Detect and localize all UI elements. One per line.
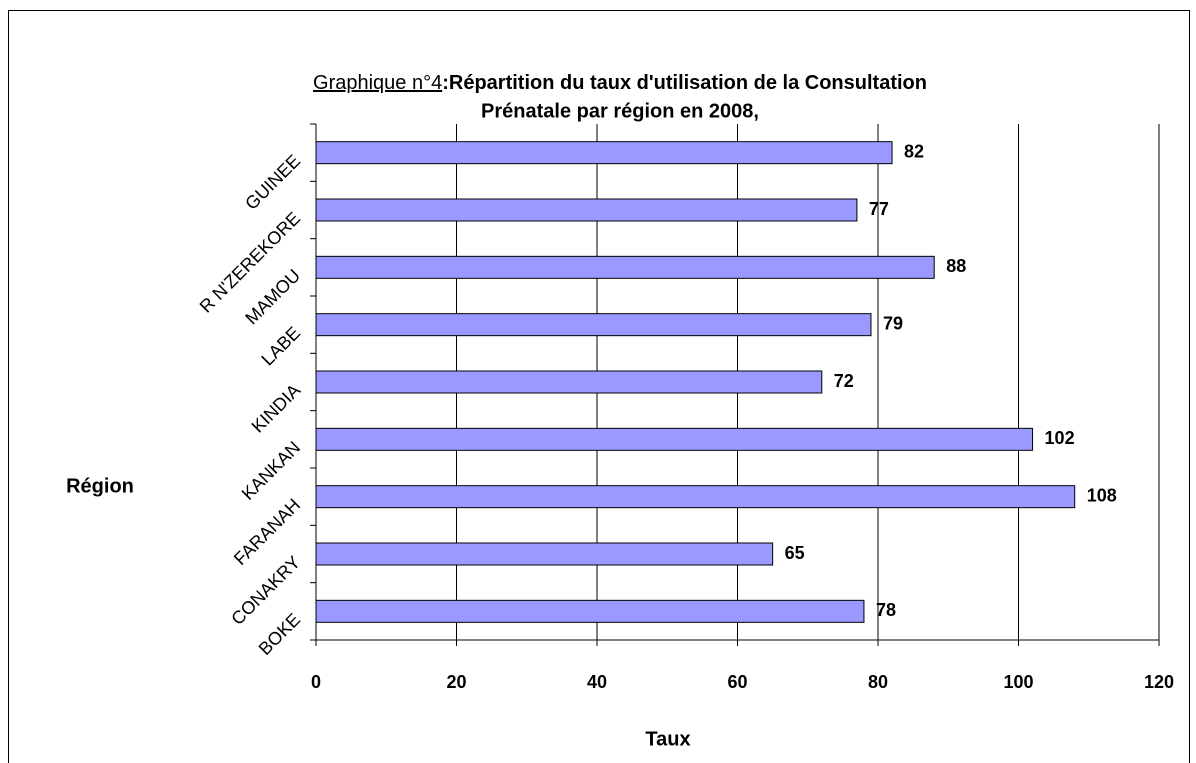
x-axis-label: Taux xyxy=(645,728,690,750)
bar xyxy=(315,427,1034,451)
data-label: 102 xyxy=(1045,428,1075,448)
x-tick-label: 120 xyxy=(1144,672,1174,692)
chart-title: Prénatale par région en 2008, xyxy=(481,100,759,122)
data-label: 88 xyxy=(946,256,966,276)
x-tick-label: 0 xyxy=(311,672,321,692)
x-tick-label: 60 xyxy=(727,672,747,692)
bar xyxy=(315,599,865,623)
data-label: 77 xyxy=(869,199,889,219)
bar xyxy=(315,542,774,566)
bar xyxy=(315,255,935,279)
title-line: :Répartition du taux d'utilisation de la… xyxy=(442,72,927,94)
title-label: Graphique n°4 xyxy=(313,72,442,94)
data-label: 79 xyxy=(883,313,903,333)
data-label: 72 xyxy=(834,371,854,391)
chart-title: Graphique n°4:Répartition du taux d'util… xyxy=(313,72,927,94)
bar xyxy=(315,370,823,394)
data-label: 82 xyxy=(904,141,924,161)
data-label: 108 xyxy=(1087,485,1117,505)
bar xyxy=(315,313,872,337)
bar xyxy=(315,485,1076,509)
x-tick-label: 100 xyxy=(1003,672,1033,692)
data-label: 78 xyxy=(876,600,896,620)
x-tick-label: 80 xyxy=(868,672,888,692)
bar xyxy=(315,141,893,165)
bar xyxy=(315,198,858,222)
data-label: 65 xyxy=(785,543,805,563)
x-tick-label: 20 xyxy=(446,672,466,692)
y-axis-label: Région xyxy=(66,475,134,497)
x-tick-label: 40 xyxy=(587,672,607,692)
